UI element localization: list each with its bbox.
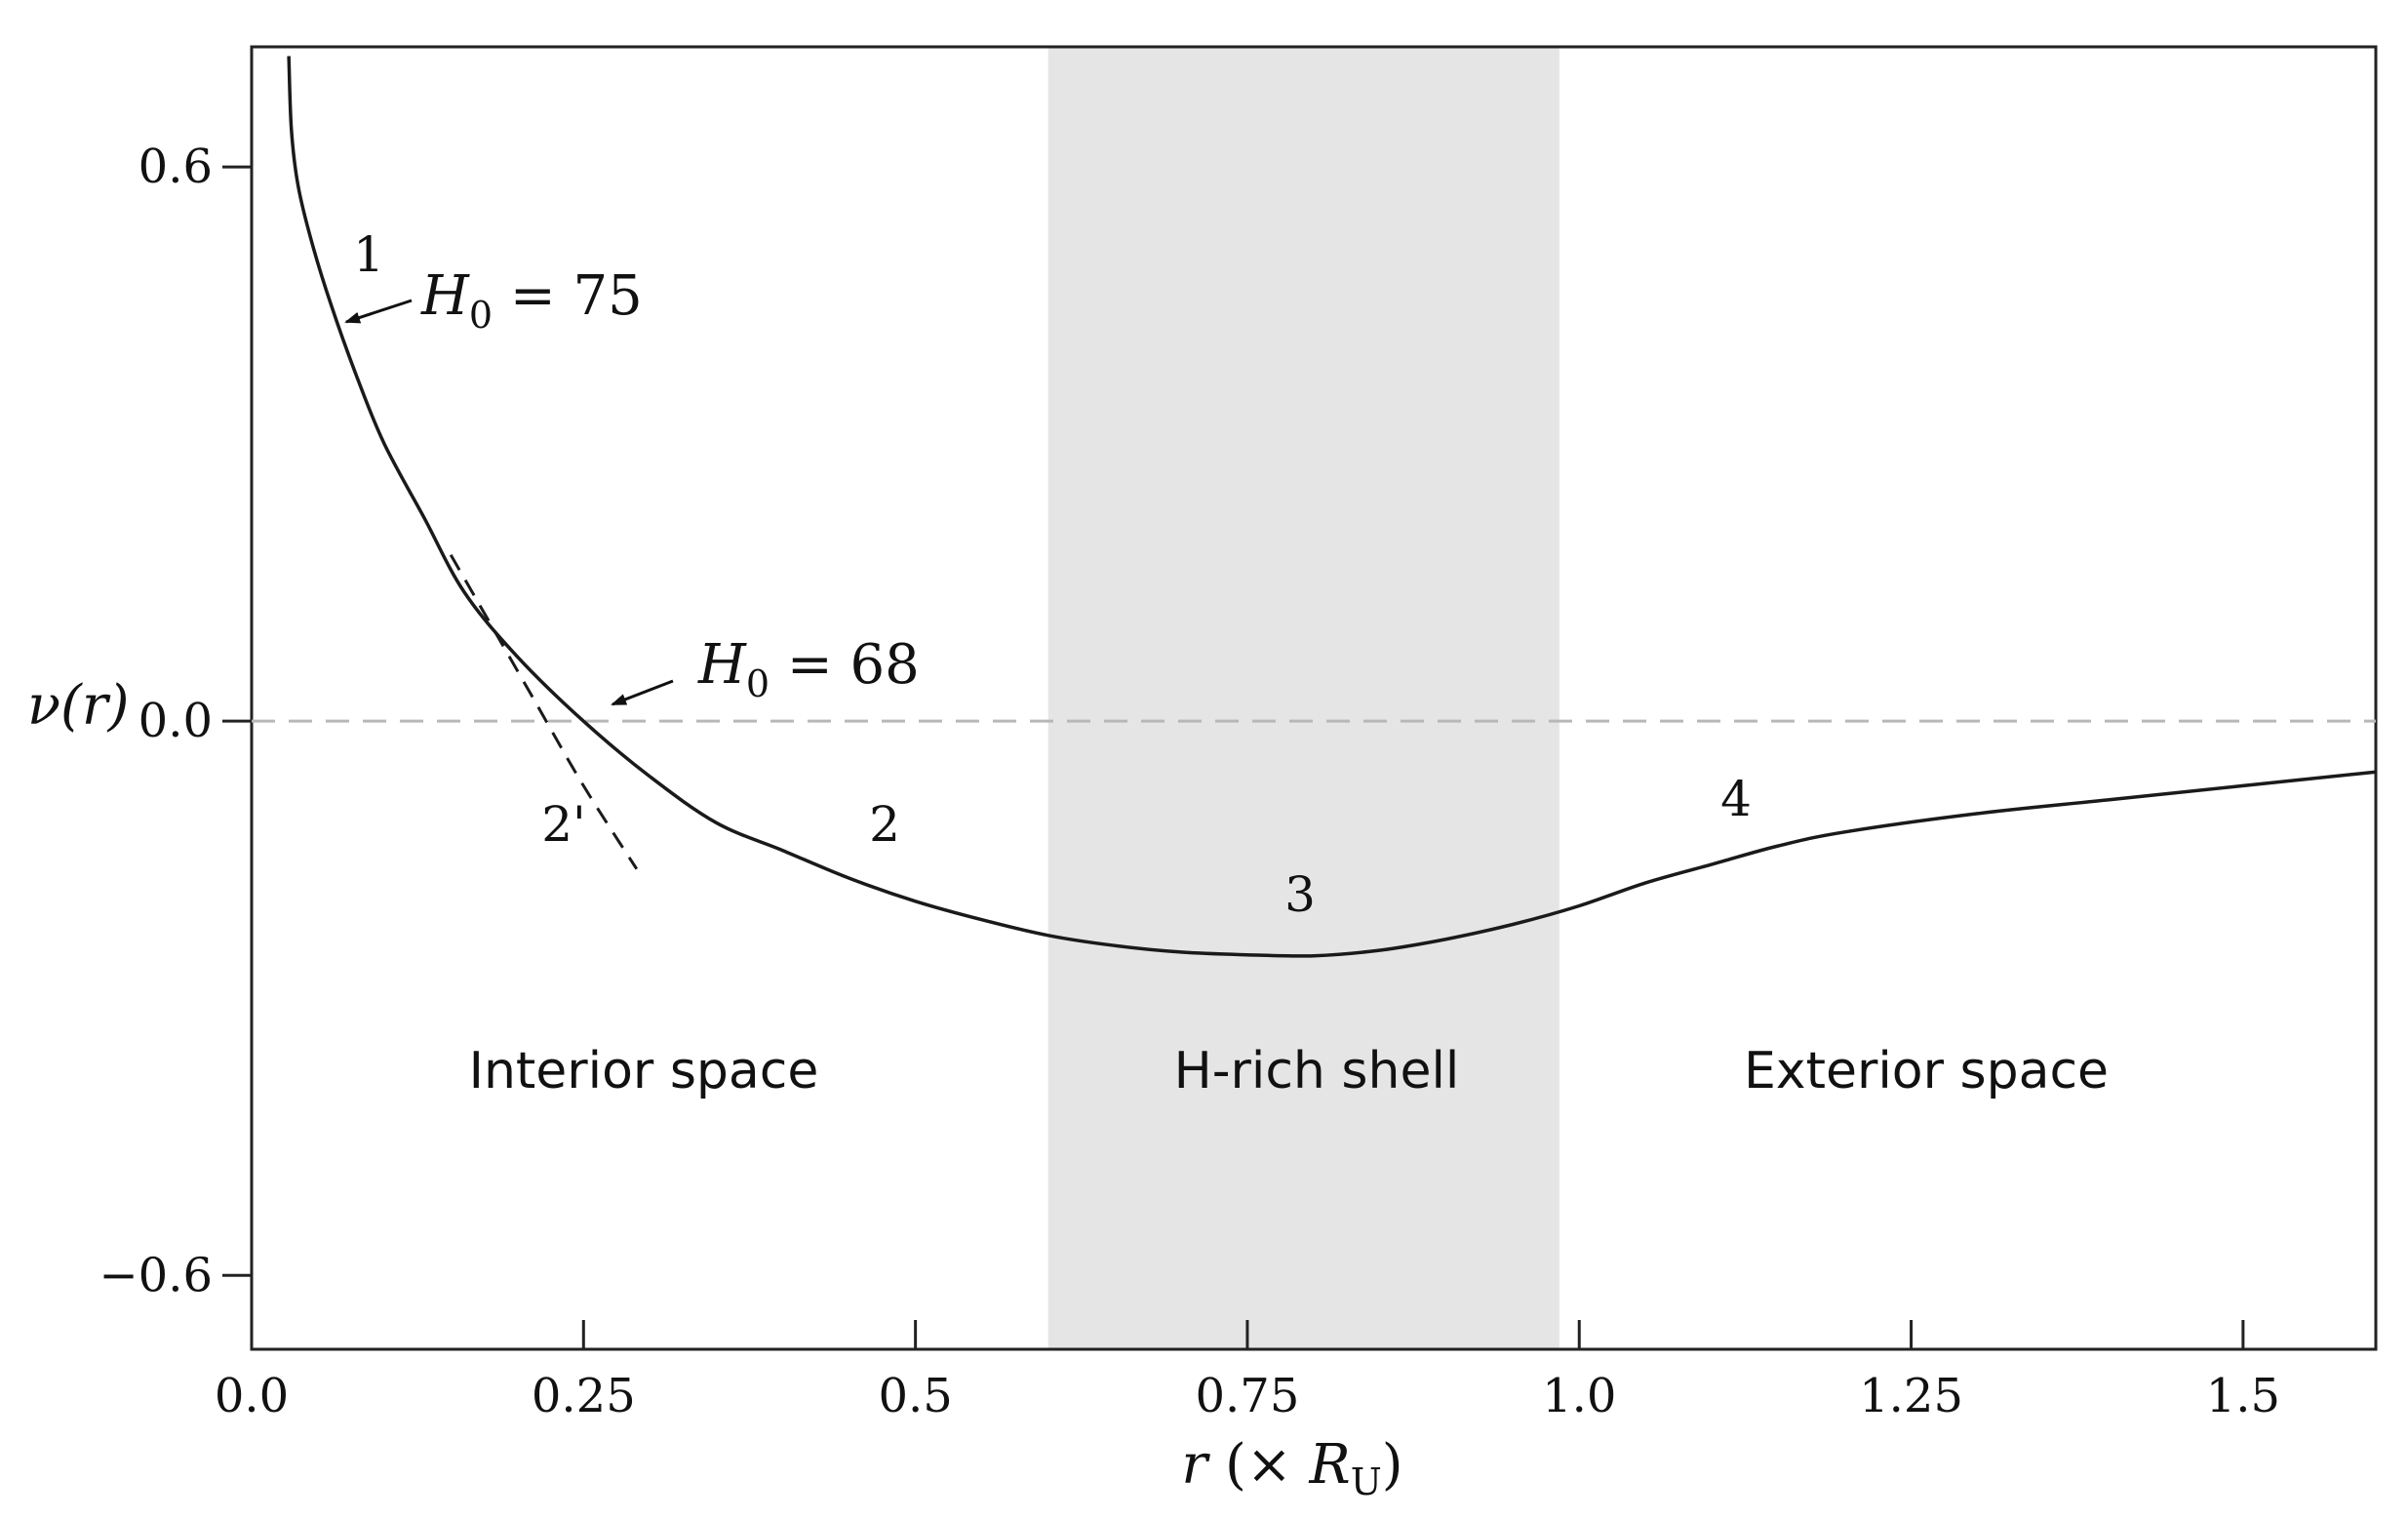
x-axis-ticks: 0.0 0.25 0.5 0.75 1.0 1.25 1.5 [215, 1320, 2280, 1423]
curve-label-2: 2 [869, 796, 900, 853]
y-tick-label: 0.0 [138, 694, 213, 748]
series-main-curve [287, 56, 2377, 958]
x-tick-label: 1.5 [2206, 1369, 2280, 1423]
h0-75-arrow [344, 299, 413, 324]
series-2prime-dashed-curve [449, 553, 639, 870]
plot-frame [250, 45, 2378, 1351]
curve-label-3: 3 [1284, 866, 1316, 923]
region-label-interior: Interior space [469, 1042, 819, 1100]
region-label-shell: H-rich shell [1174, 1042, 1460, 1100]
curve-label-2prime: 2' [541, 796, 586, 853]
y-axis-title: ν(r) [27, 674, 130, 738]
h0-75-label: H0 = 75 [420, 264, 643, 337]
x-tick-label: 0.75 [1196, 1369, 1300, 1423]
y-tick-label: −0.6 [99, 1248, 213, 1302]
curve-label-4: 4 [1720, 771, 1752, 827]
h0-68-label: H0 = 68 [697, 633, 920, 705]
h0-68-arrow [611, 679, 674, 706]
x-tick-label: 1.0 [1542, 1369, 1616, 1423]
x-axis-title: r (× RU) [1181, 1433, 1402, 1503]
x-tick-label: 0.5 [878, 1369, 952, 1423]
curve-label-1: 1 [353, 226, 384, 283]
y-axis-ticks: 0.6 0.0 −0.6 [99, 140, 252, 1302]
x-tick-label: 0.0 [215, 1369, 289, 1423]
region-label-exterior: Exterior space [1744, 1042, 2109, 1100]
h-rich-shell-region [1047, 47, 1559, 1349]
y-tick-label: 0.6 [138, 140, 213, 194]
x-tick-label: 1.25 [1859, 1369, 1963, 1423]
x-tick-label: 0.25 [532, 1369, 636, 1423]
